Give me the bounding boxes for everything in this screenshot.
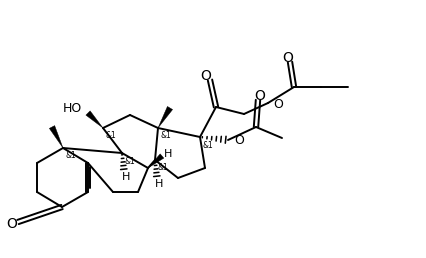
Text: O: O — [254, 89, 265, 103]
Text: &1: &1 — [106, 132, 116, 141]
Text: H: H — [164, 149, 172, 159]
Text: &1: &1 — [66, 151, 77, 160]
Polygon shape — [148, 154, 164, 168]
Text: O: O — [200, 69, 211, 83]
Polygon shape — [86, 111, 103, 128]
Polygon shape — [49, 126, 63, 148]
Text: &1: &1 — [161, 132, 171, 141]
Text: HO: HO — [63, 102, 82, 116]
Text: &1: &1 — [125, 157, 135, 165]
Text: O: O — [6, 217, 17, 231]
Text: H: H — [121, 172, 130, 182]
Text: H: H — [155, 179, 163, 189]
Text: &1: &1 — [158, 164, 168, 173]
Polygon shape — [158, 107, 172, 128]
Text: O: O — [233, 134, 243, 148]
Text: &1: &1 — [202, 141, 213, 149]
Text: O: O — [282, 51, 293, 65]
Text: O: O — [272, 99, 282, 111]
